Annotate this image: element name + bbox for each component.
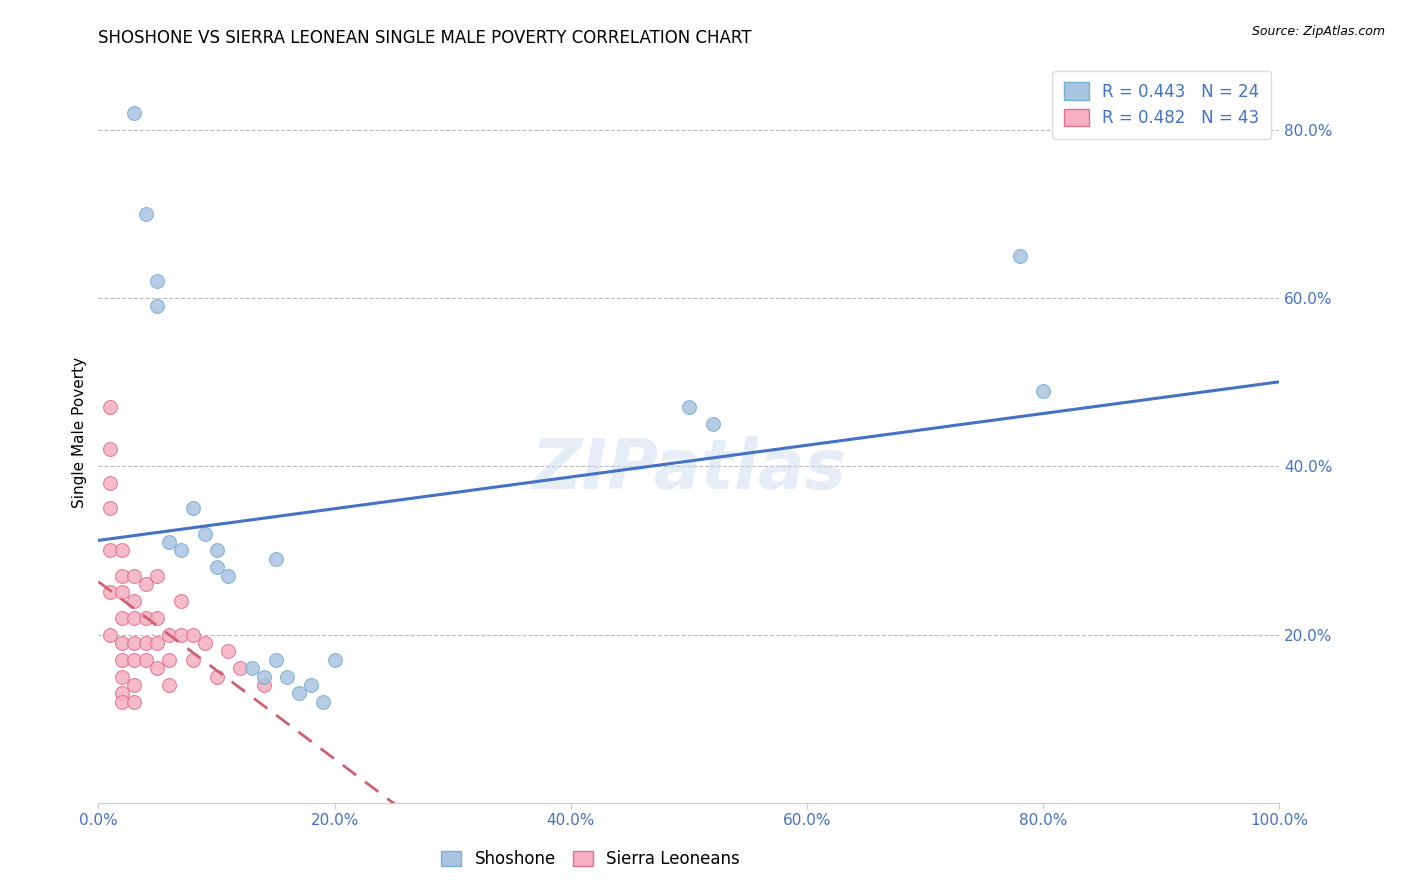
Point [122, 568, 145, 582]
Point [122, 653, 145, 667]
Point [194, 526, 217, 541]
Point [181, 501, 204, 516]
Point [98, 442, 121, 457]
Point [312, 695, 335, 709]
Point [264, 653, 287, 667]
Point [288, 686, 311, 700]
Point [146, 300, 169, 314]
Point [170, 594, 193, 608]
Point [146, 274, 169, 288]
Point [276, 670, 298, 684]
Point [678, 401, 700, 415]
Point [111, 543, 134, 558]
Text: SHOSHONE VS SIERRA LEONEAN SINGLE MALE POVERTY CORRELATION CHART: SHOSHONE VS SIERRA LEONEAN SINGLE MALE P… [98, 29, 752, 47]
Point [135, 610, 157, 624]
Point [1008, 249, 1031, 263]
Point [240, 661, 263, 675]
Point [111, 670, 134, 684]
Point [217, 568, 239, 582]
Point [122, 695, 145, 709]
Point [135, 207, 157, 221]
Point [181, 653, 204, 667]
Point [253, 670, 276, 684]
Y-axis label: Single Male Poverty: Single Male Poverty [72, 357, 87, 508]
Point [181, 627, 204, 641]
Point [194, 636, 217, 650]
Point [323, 653, 346, 667]
Point [1032, 384, 1054, 398]
Point [702, 417, 724, 432]
Point [111, 695, 134, 709]
Point [98, 543, 121, 558]
Point [98, 476, 121, 491]
Point [98, 585, 121, 599]
Point [170, 543, 193, 558]
Point [135, 577, 157, 591]
Point [98, 627, 121, 641]
Point [135, 636, 157, 650]
Point [205, 560, 228, 574]
Point [157, 678, 180, 692]
Point [111, 686, 134, 700]
Point [111, 610, 134, 624]
Point [122, 594, 145, 608]
Point [122, 678, 145, 692]
Point [217, 644, 239, 658]
Legend: Shoshone, Sierra Leoneans: Shoshone, Sierra Leoneans [434, 844, 747, 875]
Point [98, 401, 121, 415]
Point [122, 636, 145, 650]
Point [122, 610, 145, 624]
Text: Source: ZipAtlas.com: Source: ZipAtlas.com [1251, 25, 1385, 38]
Point [146, 568, 169, 582]
Point [111, 568, 134, 582]
Point [229, 661, 252, 675]
Point [111, 653, 134, 667]
Legend: R = 0.443   N = 24, R = 0.482   N = 43: R = 0.443 N = 24, R = 0.482 N = 43 [1052, 70, 1271, 139]
Point [205, 670, 228, 684]
Text: ZIPatlas: ZIPatlas [531, 436, 846, 503]
Point [146, 661, 169, 675]
Point [111, 636, 134, 650]
Point [264, 551, 287, 566]
Point [157, 653, 180, 667]
Point [146, 636, 169, 650]
Point [299, 678, 322, 692]
Point [205, 543, 228, 558]
Point [111, 585, 134, 599]
Point [170, 627, 193, 641]
Point [135, 653, 157, 667]
Point [157, 535, 180, 549]
Point [253, 678, 276, 692]
Point [98, 501, 121, 516]
Point [122, 106, 145, 120]
Point [157, 627, 180, 641]
Point [146, 610, 169, 624]
